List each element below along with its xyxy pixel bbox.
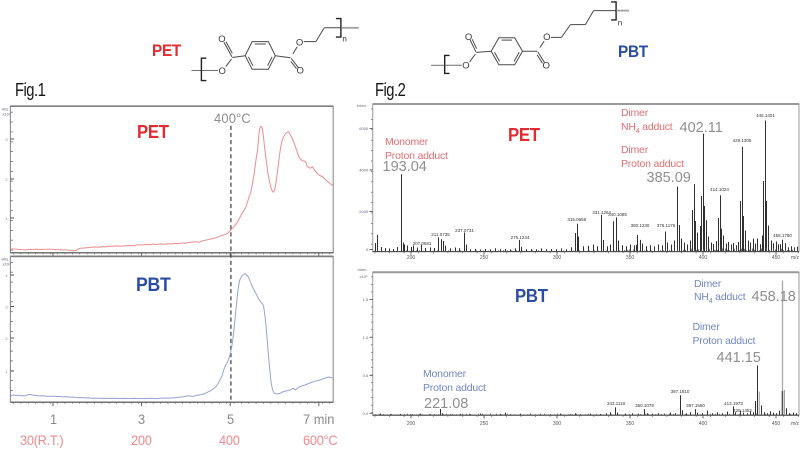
- svg-text:Hits: Hits: [2, 257, 9, 262]
- svg-text:O: O: [297, 66, 304, 77]
- svg-text:1: 1: [5, 216, 8, 221]
- svg-text:x10⁴: x10⁴: [3, 112, 11, 117]
- svg-text:1.5: 1.5: [363, 297, 369, 302]
- svg-text:0.5: 0.5: [363, 373, 369, 378]
- svg-text:0: 0: [366, 247, 369, 252]
- svg-text:4000: 4000: [359, 168, 369, 173]
- svg-text:O: O: [462, 61, 469, 72]
- svg-text:x10⁴: x10⁴: [3, 262, 11, 267]
- svg-text:3: 3: [5, 304, 8, 309]
- svg-text:1.0: 1.0: [363, 335, 369, 340]
- svg-text:2000: 2000: [359, 209, 369, 214]
- svg-text:Hits: Hits: [2, 107, 9, 112]
- svg-text:0.0: 0.0: [363, 411, 369, 416]
- svg-text:4: 4: [5, 273, 8, 278]
- svg-text:O: O: [543, 61, 550, 72]
- svg-text:1: 1: [5, 369, 8, 374]
- svg-text:O: O: [219, 66, 226, 77]
- svg-text:O: O: [296, 37, 303, 48]
- svg-text:Inten.: Inten.: [358, 267, 368, 272]
- svg-text:6000: 6000: [359, 126, 369, 131]
- svg-text:2: 2: [5, 336, 8, 341]
- svg-text:Inten.: Inten.: [357, 103, 367, 108]
- svg-text:O: O: [465, 32, 472, 43]
- svg-text:n: n: [342, 35, 346, 44]
- svg-text:O: O: [543, 32, 550, 43]
- svg-text:3: 3: [5, 137, 8, 142]
- svg-text:2: 2: [5, 177, 8, 182]
- svg-text:O: O: [218, 34, 225, 45]
- svg-text:x10⁵: x10⁵: [360, 274, 368, 279]
- svg-text:n: n: [618, 18, 622, 27]
